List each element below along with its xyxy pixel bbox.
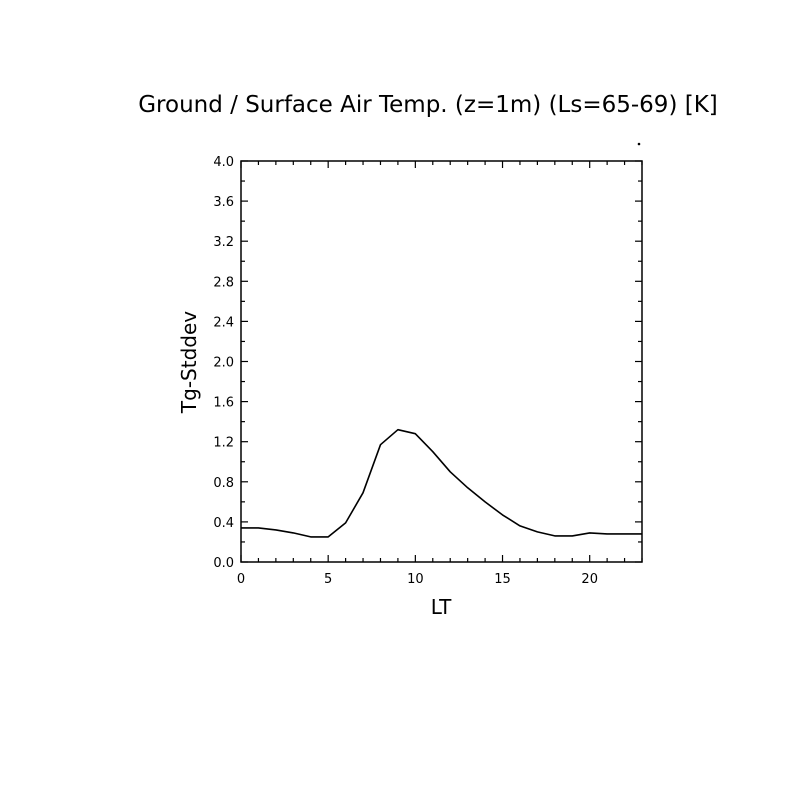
x-tick-label: 5 <box>324 572 332 587</box>
chart-title: Ground / Surface Air Temp. (z=1m) (Ls=65… <box>138 92 718 118</box>
y-tick-label: 0.0 <box>213 556 234 571</box>
y-axis-label: Tg-Stddev <box>177 311 201 414</box>
y-tick-label: 2.8 <box>213 275 234 290</box>
corner-dot-marker <box>637 142 641 146</box>
series-line-tg-stddev <box>241 428 642 538</box>
y-tick-label: 3.6 <box>213 195 234 210</box>
x-tick-label: 15 <box>494 572 511 587</box>
plot-frame <box>240 160 643 563</box>
y-tick-label: 1.6 <box>213 396 234 411</box>
y-tick-label: 1.2 <box>213 436 234 451</box>
y-tick-label: 3.2 <box>213 235 234 250</box>
y-tick-label: 2.4 <box>213 315 234 330</box>
x-tick-label: 20 <box>581 572 598 587</box>
y-tick-label: 4.0 <box>213 155 234 170</box>
y-tick-label: 0.8 <box>213 476 234 491</box>
x-tick-label: 0 <box>237 572 245 587</box>
x-tick-label: 10 <box>407 572 424 587</box>
y-tick-label: 2.0 <box>213 356 234 371</box>
x-tick-labels: 0 5 10 15 20 <box>237 572 598 587</box>
y-tick-labels: 0.0 0.4 0.8 1.2 1.6 2.0 2.4 2.8 3.2 3.6 4.0 <box>213 155 234 571</box>
axis-ticks <box>240 160 643 563</box>
x-axis-label: LT <box>431 595 452 619</box>
y-tick-label: 0.4 <box>213 516 234 531</box>
